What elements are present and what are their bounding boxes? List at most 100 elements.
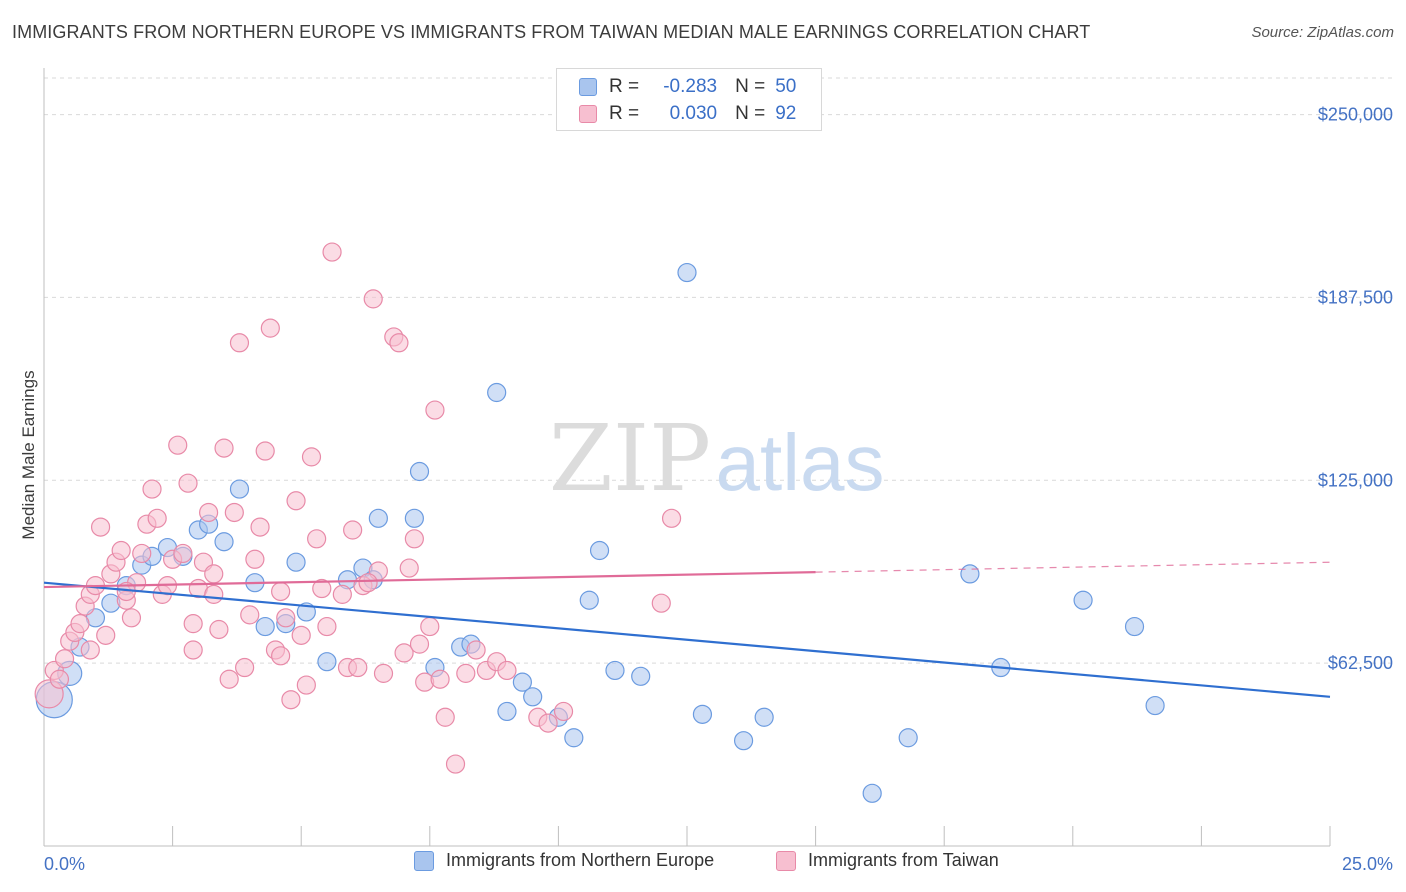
legend-swatch-blue — [579, 78, 597, 96]
point-northern-europe — [1073, 590, 1093, 610]
bottom-legend-label: Immigrants from Taiwan — [808, 850, 999, 870]
point-taiwan — [183, 640, 203, 660]
point-taiwan — [651, 593, 671, 613]
y-tick-label: $250,000 — [1318, 105, 1393, 125]
point-taiwan — [96, 625, 116, 645]
point-taiwan — [255, 441, 275, 461]
point-taiwan — [497, 660, 517, 681]
point-taiwan — [111, 540, 131, 561]
legend-row-northern-europe: R = -0.283 N = 50 — [579, 75, 796, 99]
point-northern-europe — [317, 652, 337, 672]
point-taiwan — [307, 529, 327, 549]
point-northern-europe — [898, 728, 918, 748]
point-taiwan — [420, 616, 440, 637]
point-northern-europe — [368, 508, 388, 528]
bottom-legend-taiwan: Immigrants from Taiwan — [776, 850, 999, 871]
point-taiwan — [430, 669, 450, 689]
legend-swatch-pink — [579, 105, 597, 123]
legend-n-value: 50 — [775, 76, 797, 97]
watermark-zip: ZIP — [549, 405, 711, 512]
point-taiwan — [445, 754, 466, 774]
point-northern-europe — [733, 731, 754, 751]
point-taiwan — [409, 634, 430, 654]
point-northern-europe — [754, 707, 774, 727]
point-taiwan — [209, 619, 229, 640]
chart-title: IMMIGRANTS FROM NORTHERN EUROPE VS IMMIG… — [12, 22, 1091, 42]
point-taiwan — [121, 608, 142, 628]
source-label: Source: ZipAtlas.com — [1251, 24, 1394, 41]
point-taiwan — [90, 517, 111, 537]
point-taiwan — [168, 435, 188, 455]
point-taiwan — [456, 663, 476, 683]
point-taiwan — [229, 333, 250, 353]
point-northern-europe — [589, 540, 610, 561]
watermark: ZIP atlas — [549, 405, 885, 512]
point-taiwan — [183, 614, 203, 634]
tick-labels: $62,500 $125,000 $187,500 $250,000 0.0% 25.0% — [44, 105, 1393, 874]
point-taiwan — [425, 400, 445, 420]
legend-r-value: 0.030 — [669, 103, 718, 124]
legend-r-value: -0.283 — [663, 76, 718, 97]
point-taiwan — [70, 614, 90, 634]
point-taiwan — [553, 701, 574, 722]
point-taiwan — [224, 502, 244, 523]
bottom-legend-swatch-pink — [776, 850, 796, 871]
point-taiwan — [363, 289, 383, 309]
legend-n-label: N = — [735, 103, 766, 124]
legend-r-label: R = — [609, 103, 640, 124]
point-northern-europe — [1145, 695, 1165, 716]
point-northern-europe — [631, 666, 651, 686]
legend-n-label: N = — [735, 76, 766, 97]
point-taiwan — [271, 581, 291, 602]
point-northern-europe — [229, 479, 250, 499]
point-taiwan — [394, 643, 414, 663]
trend-line-taiwan — [43, 571, 816, 589]
point-northern-europe — [512, 672, 532, 692]
point-taiwan — [343, 520, 363, 540]
point-taiwan — [301, 447, 322, 467]
point-northern-europe — [497, 701, 517, 722]
point-northern-europe — [579, 590, 599, 610]
point-northern-europe — [564, 728, 584, 748]
point-taiwan — [358, 573, 378, 593]
point-northern-europe — [605, 660, 625, 681]
point-taiwan — [240, 605, 260, 625]
point-taiwan — [235, 657, 255, 678]
point-taiwan — [204, 564, 224, 584]
legend-row-taiwan: R = 0.030 N = 92 — [579, 102, 796, 126]
trend-lines — [43, 561, 1331, 698]
bottom-legend-label: Immigrants from Northern Europe — [446, 850, 715, 870]
data-points — [34, 242, 1165, 803]
legend-r-label: R = — [609, 76, 640, 97]
correlation-legend: R = -0.283 N = 50 R = 0.030 N = 92 — [556, 68, 822, 131]
point-taiwan — [219, 669, 239, 689]
point-northern-europe — [862, 783, 882, 803]
point-taiwan — [538, 713, 558, 733]
y-tick-label: $187,500 — [1318, 287, 1393, 307]
point-taiwan — [173, 543, 193, 564]
point-taiwan — [260, 318, 280, 338]
point-taiwan — [142, 479, 162, 499]
point-taiwan — [178, 473, 198, 493]
point-northern-europe — [960, 564, 980, 584]
point-taiwan — [276, 608, 296, 628]
point-taiwan — [404, 529, 424, 549]
point-taiwan — [281, 690, 301, 710]
point-taiwan — [250, 517, 270, 537]
point-taiwan — [296, 675, 316, 695]
point-taiwan — [322, 242, 342, 262]
bottom-legend-swatch-blue — [414, 850, 434, 871]
point-taiwan — [389, 333, 409, 353]
point-taiwan — [132, 543, 152, 564]
point-taiwan — [204, 584, 224, 604]
point-taiwan — [348, 657, 368, 678]
point-northern-europe — [404, 508, 424, 528]
point-taiwan — [317, 616, 337, 637]
legend-n-value: 92 — [775, 103, 797, 124]
point-northern-europe — [1124, 616, 1145, 637]
point-taiwan — [271, 646, 291, 666]
point-northern-europe — [487, 382, 507, 403]
point-taiwan — [373, 663, 394, 683]
point-northern-europe — [409, 461, 430, 482]
point-taiwan — [286, 491, 306, 511]
